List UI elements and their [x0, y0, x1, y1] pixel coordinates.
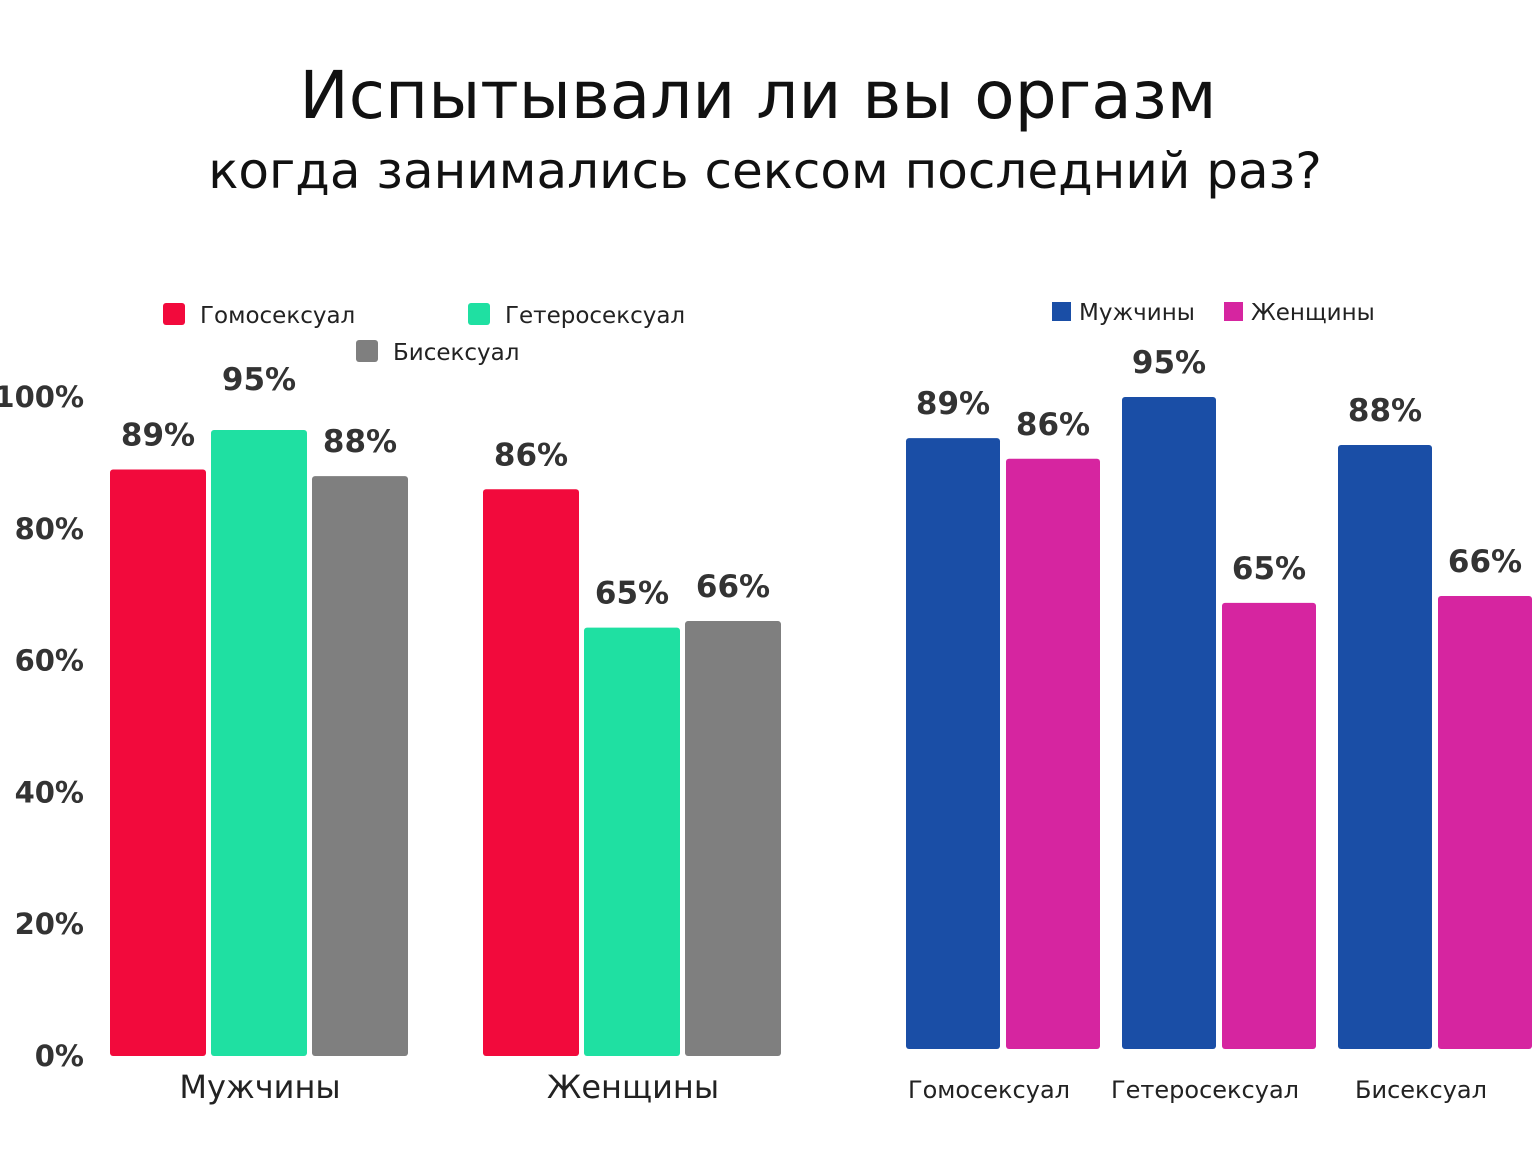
x-tick-label: Гетеросексуал	[1111, 1076, 1299, 1104]
data-label: 88%	[323, 424, 397, 460]
legend-label: Гомосексуал	[200, 303, 355, 329]
bar	[1122, 397, 1216, 1049]
bar	[906, 438, 1000, 1049]
legend-label: Женщины	[1251, 300, 1375, 326]
legend-swatch	[356, 340, 378, 362]
y-tick-label: 40%	[15, 775, 84, 809]
bar	[685, 621, 781, 1056]
legend-label: Бисексуал	[393, 340, 519, 366]
bar	[1438, 596, 1532, 1049]
data-label: 95%	[1132, 345, 1206, 381]
legend-label: Гетеросексуал	[505, 303, 685, 329]
bar	[110, 469, 206, 1056]
bar	[312, 476, 408, 1057]
x-tick-label: Гомосексуал	[908, 1076, 1070, 1104]
legend-swatch	[1052, 302, 1071, 321]
chart-title: Испытывали ли вы оргазм	[299, 57, 1216, 134]
data-label: 95%	[222, 362, 296, 398]
data-label: 65%	[1232, 551, 1306, 587]
y-tick-label: 20%	[15, 907, 84, 941]
left-chart: 0% 20% 40% 60% 80% 100% 89% 95% 88% Мужчины 86% 65%…	[0, 303, 781, 1106]
data-label: 86%	[494, 437, 568, 473]
bar	[211, 429, 307, 1056]
y-tick-label: 0%	[35, 1039, 84, 1073]
chart-subtitle: когда занимались сексом последний раз?	[208, 142, 1322, 200]
right-chart: 89% 86% Гомосексуал 95% 65% Гетеросексуал 88% 6…	[906, 300, 1532, 1104]
data-label: 88%	[1348, 393, 1422, 429]
bar	[1338, 445, 1432, 1049]
legend-swatch	[1224, 302, 1243, 321]
legend-label: Мужчины	[1079, 300, 1195, 326]
y-tick-label: 100%	[0, 380, 84, 414]
x-tick-label: Бисексуал	[1355, 1076, 1487, 1104]
legend-swatch	[163, 303, 185, 325]
x-tick-label: Мужчины	[179, 1068, 340, 1106]
legend-swatch	[468, 303, 490, 325]
bar	[1006, 458, 1100, 1049]
y-tick-label: 80%	[15, 512, 84, 546]
data-label: 89%	[121, 417, 195, 453]
x-tick-label: Женщины	[547, 1068, 719, 1106]
y-tick-label: 60%	[15, 644, 84, 678]
bar	[483, 489, 579, 1056]
data-label: 86%	[1016, 407, 1090, 443]
data-label: 66%	[1448, 544, 1522, 580]
data-label: 65%	[595, 576, 669, 612]
data-label: 66%	[696, 569, 770, 605]
bar	[584, 627, 680, 1056]
data-label: 89%	[916, 386, 990, 422]
bar	[1222, 602, 1316, 1049]
